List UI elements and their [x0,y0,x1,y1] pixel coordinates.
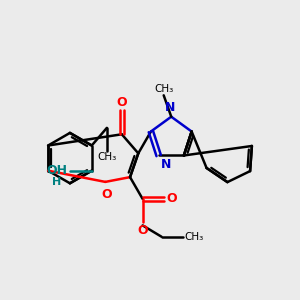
Text: O: O [101,188,112,201]
Text: OH: OH [47,164,68,177]
Text: CH₃: CH₃ [97,152,116,162]
Text: CH₃: CH₃ [184,232,203,242]
Text: CH₃: CH₃ [154,84,173,94]
Text: N: N [161,158,172,171]
Text: O: O [116,96,127,109]
Text: H: H [52,177,61,187]
Text: N: N [165,101,175,114]
Text: O: O [137,224,148,237]
Text: O: O [166,192,177,206]
